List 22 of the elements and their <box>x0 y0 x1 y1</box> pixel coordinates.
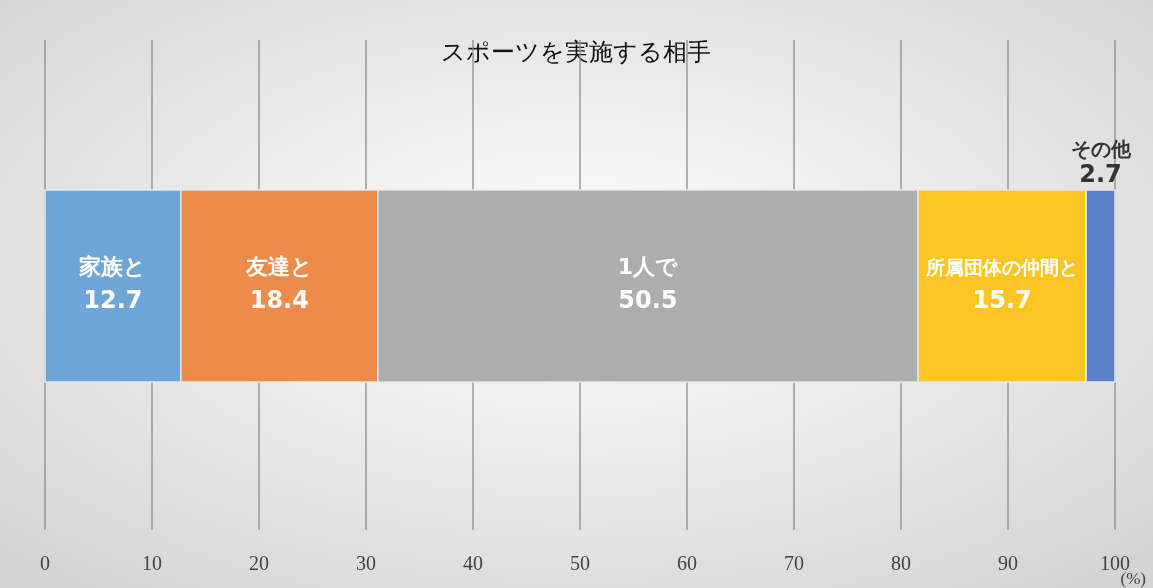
data-label: 18.4 <box>249 286 309 314</box>
x-tick-label: 0 <box>40 552 50 574</box>
x-tick-label: 10 <box>142 552 162 574</box>
series-label: 家族と <box>78 254 147 279</box>
data-label: 2.7 <box>1079 160 1122 188</box>
series-label: 所属団体の仲間と <box>925 256 1079 278</box>
data-label: 12.7 <box>83 286 143 314</box>
series-label: 1人で <box>617 254 679 279</box>
x-tick-label: 20 <box>249 552 269 574</box>
x-tick-label: 30 <box>356 552 376 574</box>
series-label: 友達と <box>244 254 313 279</box>
data-label: 15.7 <box>972 286 1032 314</box>
x-tick-label: 50 <box>570 552 590 574</box>
chart-title: スポーツを実施する相手 <box>441 38 711 66</box>
series-label: その他 <box>1070 137 1132 161</box>
data-label: 50.5 <box>618 286 678 314</box>
x-axis-title: (%) <box>1120 569 1146 588</box>
x-tick-label: 40 <box>463 552 483 574</box>
x-tick-label: 60 <box>677 552 697 574</box>
x-tick-label: 90 <box>998 552 1018 574</box>
x-tick-label: 70 <box>784 552 804 574</box>
x-tick-label: 80 <box>891 552 911 574</box>
